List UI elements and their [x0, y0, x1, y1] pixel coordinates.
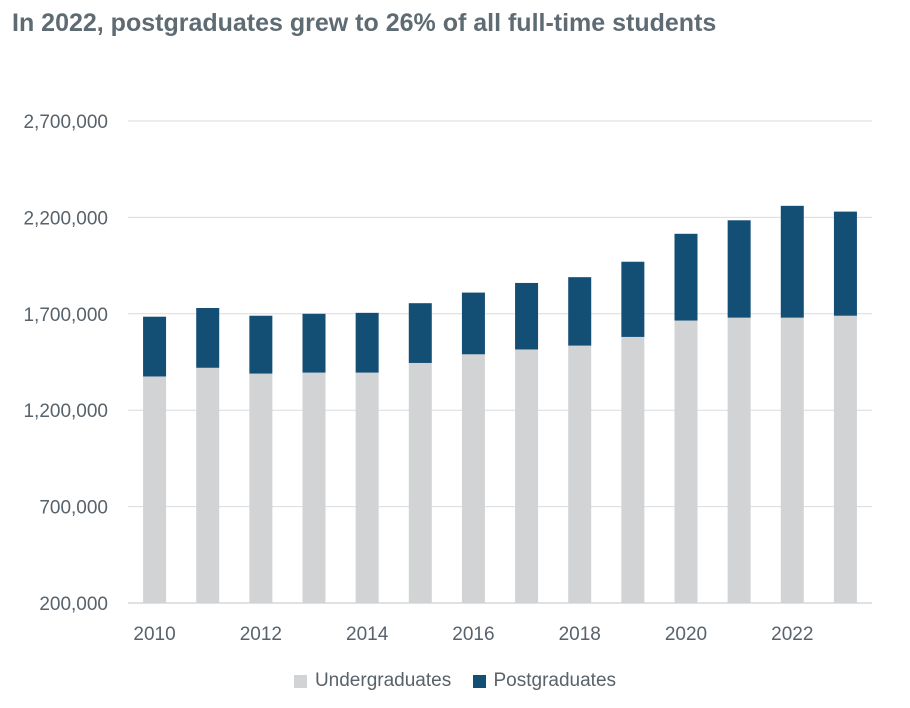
- bar-undergraduates-2015: [408, 362, 432, 603]
- x-tick-label: 2016: [452, 624, 494, 645]
- bar-postgraduates-2010: [143, 316, 167, 377]
- bar-postgraduates-2021: [727, 220, 751, 318]
- bar-undergraduates-2019: [621, 336, 645, 603]
- bar-undergraduates-2014: [355, 372, 379, 603]
- bar-undergraduates-2018: [568, 345, 592, 603]
- y-tick-label: 1,200,000: [23, 401, 108, 422]
- bar-postgraduates-2015: [408, 303, 432, 363]
- bar-postgraduates-2014: [355, 312, 379, 373]
- bar-undergraduates-2023: [833, 315, 857, 603]
- y-tick-label: 700,000: [39, 498, 108, 519]
- bar-postgraduates-2017: [515, 282, 539, 350]
- bar-undergraduates-2011: [196, 367, 220, 603]
- x-tick-label: 2022: [771, 624, 813, 645]
- bar-undergraduates-2021: [727, 317, 751, 603]
- legend-item-postgraduates: Postgraduates: [472, 670, 617, 692]
- gridlines: [128, 120, 872, 604]
- y-tick-label: 2,700,000: [23, 112, 108, 133]
- bar-postgraduates-2020: [674, 233, 698, 321]
- y-axis-labels: 2,700,000 2,200,000 1,700,000 1,200,000 700,…: [23, 112, 108, 615]
- bar-postgraduates-2018: [568, 277, 592, 346]
- x-tick-label: 2014: [346, 624, 389, 645]
- x-tick-label: 2010: [133, 624, 175, 645]
- x-tick-label: 2018: [559, 624, 601, 645]
- bar-undergraduates-2013: [302, 372, 326, 603]
- legend-label-undergraduates: Undergraduates: [314, 670, 452, 691]
- bar-undergraduates-2020: [674, 320, 698, 603]
- legend-label-postgraduates: Postgraduates: [493, 670, 617, 691]
- x-tick-label: 2020: [665, 624, 707, 645]
- bar-postgraduates-2012: [249, 315, 273, 374]
- bars: [143, 205, 857, 603]
- legend-swatch-undergraduates: [293, 674, 307, 688]
- legend-item-undergraduates: Undergraduates: [293, 670, 452, 692]
- bar-postgraduates-2011: [196, 308, 220, 368]
- bar-undergraduates-2010: [143, 376, 167, 603]
- bar-postgraduates-2019: [621, 261, 645, 337]
- chart-title: In 2022, postgraduates grew to 26% of al…: [12, 9, 717, 37]
- y-tick-label: 200,000: [39, 594, 108, 615]
- bar-postgraduates-2016: [461, 292, 485, 355]
- x-tick-label: 2012: [240, 624, 282, 645]
- stacked-bar-chart: 2,700,000 2,200,000 1,700,000 1,200,000 700,…: [23, 112, 872, 645]
- y-tick-label: 2,200,000: [23, 208, 108, 229]
- bar-postgraduates-2013: [302, 313, 326, 373]
- legend: Undergraduates Postgraduates: [0, 670, 910, 694]
- x-axis-labels: 2010 2012 2014 2016 2018 2020 2022: [133, 624, 813, 645]
- bar-postgraduates-2022: [780, 205, 804, 318]
- bar-undergraduates-2012: [249, 373, 273, 603]
- bar-undergraduates-2022: [780, 317, 804, 603]
- y-tick-label: 1,700,000: [23, 305, 108, 326]
- bar-undergraduates-2016: [461, 354, 485, 603]
- legend-swatch-postgraduates: [472, 674, 486, 688]
- bar-postgraduates-2023: [833, 211, 857, 316]
- bar-undergraduates-2017: [515, 349, 539, 603]
